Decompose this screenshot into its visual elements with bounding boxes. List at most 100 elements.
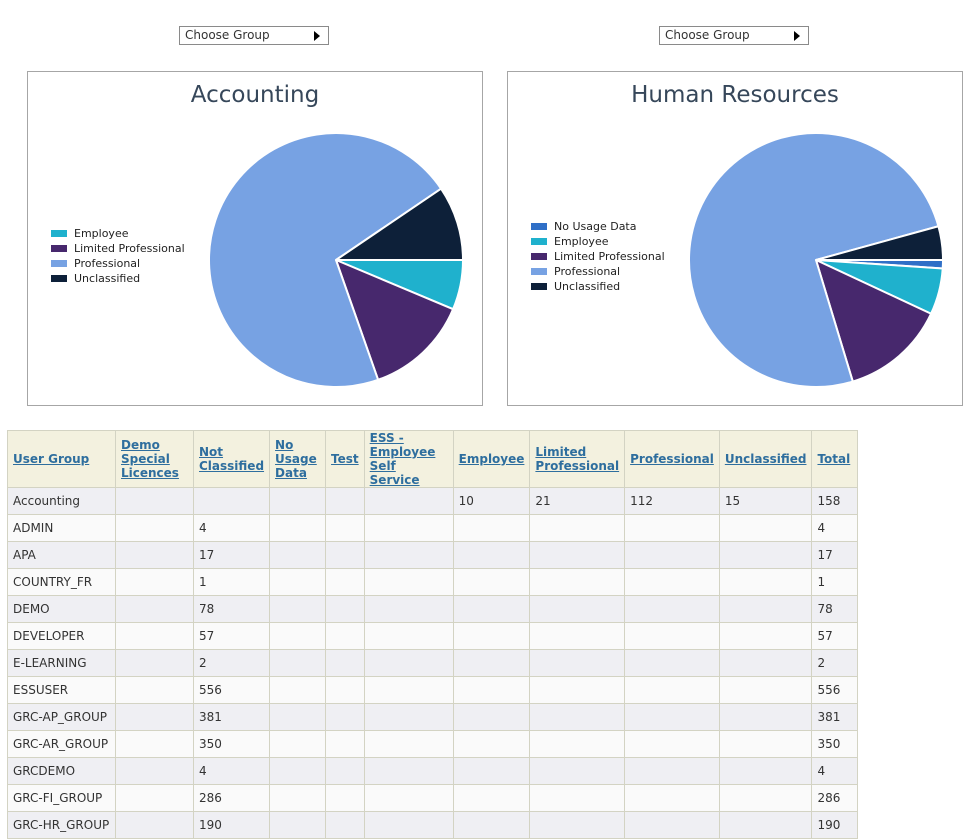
table-cell <box>115 649 194 677</box>
legend-swatch <box>51 229 67 237</box>
table-cell <box>529 514 626 542</box>
table-cell <box>529 568 626 596</box>
table-cell <box>115 676 194 704</box>
chart-title: Accounting <box>190 82 320 108</box>
table-row: GRCDEMO 4 4 <box>7 757 859 785</box>
table-cell: 158 <box>811 487 859 515</box>
table-cell <box>529 730 626 758</box>
table-cell <box>363 622 454 650</box>
table-cell: 4 <box>811 757 859 785</box>
table-cell <box>718 784 813 812</box>
column-header: User Group <box>7 430 116 488</box>
table-cell <box>115 541 194 569</box>
table-cell <box>325 649 365 677</box>
table-cell <box>325 595 365 623</box>
table-cell <box>269 676 327 704</box>
column-header: Limited Professional <box>529 430 626 488</box>
sort-link[interactable]: Limited Professional <box>535 445 620 473</box>
table-cell <box>624 676 720 704</box>
table-cell <box>452 811 531 839</box>
table-row: GRC-HR_GROUP 190 190 <box>7 811 859 839</box>
legend-label: No Usage Data <box>554 220 637 233</box>
table-cell <box>624 622 720 650</box>
table-cell <box>325 622 365 650</box>
table-cell: 15 <box>718 487 813 515</box>
table-row: DEMO 78 78 <box>7 595 859 623</box>
sort-link[interactable]: Not Classified <box>199 445 265 473</box>
legend-item: Limited Professional <box>51 241 185 256</box>
pie-slice-professional <box>688 132 940 388</box>
table-cell <box>363 514 454 542</box>
table-cell: 190 <box>811 811 859 839</box>
sort-link[interactable]: ESS - Employee Self Service <box>369 431 436 487</box>
table-cell: E-LEARNING <box>7 649 116 677</box>
legend-item: Limited Professional <box>531 249 665 264</box>
legend-swatch <box>531 267 547 275</box>
table-cell <box>325 757 365 785</box>
table-cell <box>325 568 365 596</box>
table-row: GRC-FI_GROUP 286 286 <box>7 784 859 812</box>
table-cell <box>718 811 813 839</box>
table-cell <box>529 622 626 650</box>
table-cell <box>115 703 194 731</box>
legend-label: Employee <box>74 227 129 240</box>
choose-group-dropdown-left[interactable]: Choose Group <box>179 26 329 45</box>
legend-label: Employee <box>554 235 609 248</box>
license-table: User Group Demo Special Licences Not Class… <box>7 430 859 839</box>
pie-slice-limited-professional <box>815 259 933 383</box>
table-cell <box>718 541 813 569</box>
table-cell: 286 <box>192 784 271 812</box>
legend-label: Unclassified <box>554 280 621 293</box>
table-cell: COUNTRY_FR <box>7 568 116 596</box>
table-cell <box>624 811 720 839</box>
table-cell <box>269 811 327 839</box>
table-cell <box>363 541 454 569</box>
table-cell <box>452 622 531 650</box>
table-cell <box>529 649 626 677</box>
table-cell: 556 <box>192 676 271 704</box>
pie-slice-limited-professional <box>335 259 455 381</box>
table-cell: GRCDEMO <box>7 757 116 785</box>
legend-label: Unclassified <box>74 272 141 285</box>
table-cell <box>325 541 365 569</box>
table-cell <box>624 514 720 542</box>
table-cell: ESSUSER <box>7 676 116 704</box>
sort-link[interactable]: No Usage Data <box>275 438 317 480</box>
table-cell <box>269 649 327 677</box>
table-cell <box>115 595 194 623</box>
table-cell: 78 <box>811 595 859 623</box>
table-cell: GRC-AR_GROUP <box>7 730 116 758</box>
table-cell <box>718 568 813 596</box>
choose-group-dropdown-right[interactable]: Choose Group <box>659 26 809 45</box>
table-cell <box>325 703 365 731</box>
table-cell <box>452 568 531 596</box>
table-cell <box>624 784 720 812</box>
table-cell <box>452 757 531 785</box>
table-cell <box>529 676 626 704</box>
pie-chart-human-resources <box>688 132 944 388</box>
table-cell <box>452 514 531 542</box>
sort-link[interactable]: Test <box>331 452 359 466</box>
table-cell <box>325 514 365 542</box>
table-cell: 1 <box>811 568 859 596</box>
legend-item: Employee <box>51 226 185 241</box>
sort-link[interactable]: Demo Special Licences <box>121 438 179 480</box>
sort-link[interactable]: Total <box>817 452 851 466</box>
sort-link[interactable]: Employee <box>458 452 525 466</box>
table-header-row: User Group Demo Special Licences Not Class… <box>7 430 859 488</box>
sort-link[interactable]: User Group <box>13 452 90 466</box>
table-row: GRC-AR_GROUP 350 350 <box>7 730 859 758</box>
legend-swatch <box>531 222 547 230</box>
table-cell <box>718 676 813 704</box>
table-cell: 112 <box>624 487 720 515</box>
table-cell <box>115 784 194 812</box>
table-row: APA 17 17 <box>7 541 859 569</box>
caret-right-icon <box>794 31 800 41</box>
table-cell: 17 <box>192 541 271 569</box>
table-cell: 4 <box>192 757 271 785</box>
chart-panel-accounting: Accounting Employee Limited Professional P… <box>27 71 483 406</box>
table-cell <box>624 568 720 596</box>
sort-link[interactable]: Unclassified <box>724 452 807 466</box>
chart-legend: No Usage Data Employee Limited Professiona… <box>531 219 665 294</box>
sort-link[interactable]: Professional <box>630 452 714 466</box>
